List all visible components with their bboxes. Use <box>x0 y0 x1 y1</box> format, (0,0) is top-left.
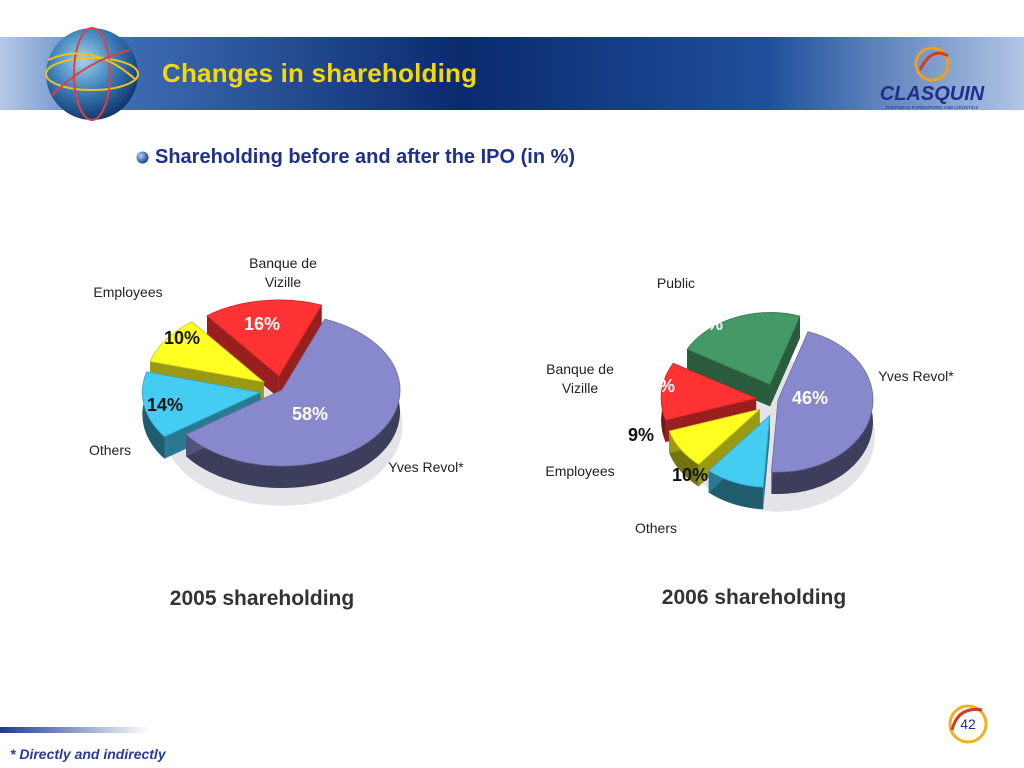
pie-chart-2005: Banque de Vizille Employees Others Yves … <box>89 255 464 610</box>
page-title: Changes in shareholding <box>162 58 478 88</box>
slice-label-banque-2006: 13% <box>639 376 675 396</box>
slice-name-banque-2005-line1: Banque de <box>249 255 317 271</box>
slice-name-public-2006: Public <box>657 275 695 291</box>
section-subtitle: Shareholding before and after the IPO (i… <box>155 146 576 168</box>
pie-slice-banque-de-vizille <box>660 362 758 421</box>
slice-name-employees-2006: Employees <box>545 463 614 479</box>
slice-label-yves-2006: 46% <box>792 388 828 408</box>
slice-name-banque-2006-line1: Banque de <box>546 361 614 377</box>
slice-label-employees-2005: 10% <box>164 328 200 348</box>
brand-tagline: OVERSEAS FORWARDING AND LOGISTICS <box>886 105 979 110</box>
slice-name-yves-2006: Yves Revol* <box>878 368 954 384</box>
pie-slice-others <box>141 371 262 438</box>
clasquin-logo: CLASQUIN OVERSEAS FORWARDING AND LOGISTI… <box>880 46 985 110</box>
slice-label-public-2006: 22% <box>687 314 723 334</box>
chart-caption-2005: 2005 shareholding <box>170 587 354 610</box>
footer-line <box>0 727 150 733</box>
pie-slice-banque-de-vizille <box>206 299 323 377</box>
slice-label-banque-2005: 16% <box>244 314 280 334</box>
page-number-badge <box>948 704 988 744</box>
pie-slice-employees <box>149 321 266 383</box>
slice-label-employees-2006: 9% <box>628 425 654 445</box>
slice-side-others <box>142 371 165 459</box>
page-number: 42 <box>960 716 976 732</box>
slice-name-others-2005: Others <box>89 442 131 458</box>
pie-slice-others <box>708 414 771 488</box>
pie-slice-employees <box>668 408 760 465</box>
pie-chart-2006: Public Banque de Vizille Employees Other… <box>545 275 954 609</box>
slice-name-employees-2005: Employees <box>93 284 162 300</box>
slice-wall-banque-de-vizille-0 <box>207 315 279 398</box>
brand-wordmark: CLASQUIN <box>880 83 985 105</box>
slice-name-banque-2006-line2: Vizille <box>562 380 599 396</box>
slice-label-others-2006: 10% <box>672 465 708 485</box>
slice-wall-public-0 <box>687 349 771 407</box>
slice-wall-public-1 <box>770 316 800 407</box>
footnote: * Directly and indirectly <box>10 746 166 762</box>
header-banner <box>0 37 1024 110</box>
globe-icon <box>45 27 139 121</box>
slice-name-banque-2005-line2: Vizille <box>265 274 302 290</box>
pie-slice-yves-revol <box>770 331 874 473</box>
slice-label-yves-2005: 58% <box>292 404 328 424</box>
pie-slice-yves-revol <box>185 318 401 467</box>
chart-caption-2006: 2006 shareholding <box>662 586 846 609</box>
pie-slice-public <box>686 312 801 385</box>
slice-wall-banque-de-vizille-1 <box>278 305 322 398</box>
slice-label-others-2005: 14% <box>147 395 183 415</box>
slice-name-others-2006: Others <box>635 520 677 536</box>
bullet-icon <box>136 151 149 164</box>
slice-name-yves-2005: Yves Revol* <box>388 459 464 475</box>
